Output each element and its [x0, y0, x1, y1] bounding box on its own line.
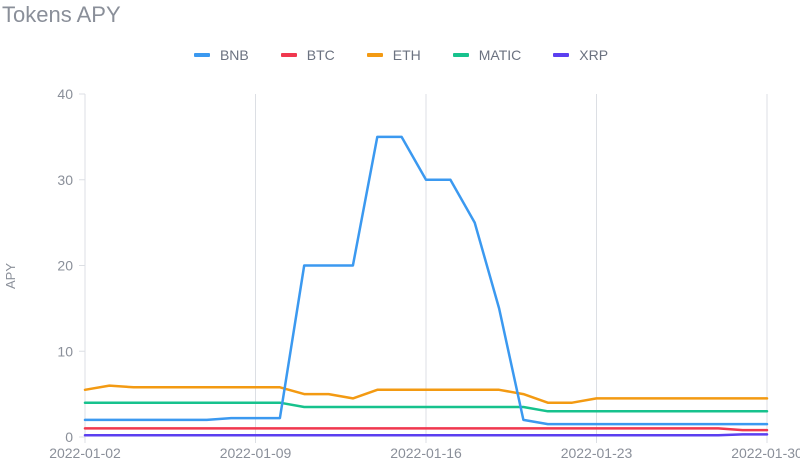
- x-tick-label: 2022-01-23: [561, 445, 633, 461]
- legend-item-matic[interactable]: MATIC: [451, 47, 522, 63]
- series-line-bnb[interactable]: [83, 135, 769, 426]
- y-tick-label: 20: [57, 258, 73, 274]
- legend-label: BTC: [306, 47, 335, 63]
- x-tick-label: 2022-01-30: [731, 445, 800, 461]
- legend-item-xrp[interactable]: XRP: [551, 47, 608, 63]
- y-tick-label: 10: [57, 343, 73, 359]
- y-axis-label: APY: [3, 263, 18, 289]
- x-tick-label: 2022-01-02: [49, 445, 121, 461]
- chart-title: Tokens APY: [2, 2, 121, 27]
- legend-item-btc[interactable]: BTC: [279, 47, 335, 63]
- legend-swatch: [193, 53, 210, 57]
- legend-swatch: [553, 53, 570, 57]
- series-line-btc[interactable]: [83, 427, 769, 432]
- series-line-matic[interactable]: [83, 401, 769, 413]
- legend: BNB BTC ETH MATIC XRP: [0, 47, 800, 63]
- legend-label: XRP: [579, 47, 609, 63]
- legend-item-bnb[interactable]: BNB: [192, 47, 249, 63]
- y-tick-label: 30: [57, 172, 73, 188]
- series-line-eth[interactable]: [83, 384, 769, 404]
- y-tick-label: 0: [65, 429, 73, 445]
- legend-swatch: [366, 53, 383, 57]
- legend-swatch: [452, 53, 469, 57]
- x-tick-label: 2022-01-16: [390, 445, 462, 461]
- legend-item-eth[interactable]: ETH: [365, 47, 421, 63]
- legend-label: BNB: [219, 47, 249, 63]
- x-tick-label: 2022-01-09: [220, 445, 292, 461]
- legend-swatch: [280, 53, 297, 57]
- legend-label: MATIC: [478, 47, 522, 63]
- series-line-xrp[interactable]: [83, 433, 769, 437]
- legend-label: ETH: [392, 47, 421, 63]
- y-tick-label: 40: [57, 86, 73, 102]
